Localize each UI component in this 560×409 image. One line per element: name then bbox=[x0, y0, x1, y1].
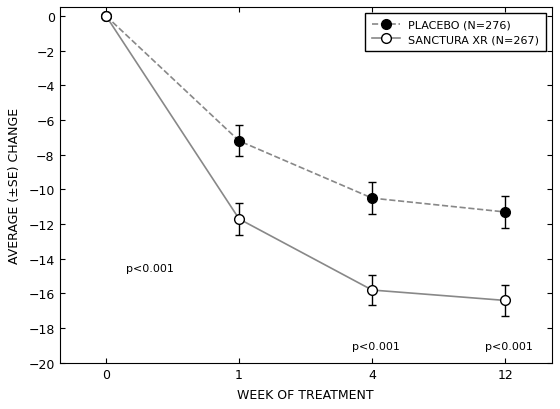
Legend: PLACEBO (N=276), SANCTURA XR (N=267): PLACEBO (N=276), SANCTURA XR (N=267) bbox=[365, 14, 546, 52]
X-axis label: WEEK OF TREATMENT: WEEK OF TREATMENT bbox=[237, 388, 374, 401]
Text: p<0.001: p<0.001 bbox=[485, 341, 533, 351]
Text: p<0.001: p<0.001 bbox=[126, 263, 174, 273]
Text: p<0.001: p<0.001 bbox=[352, 341, 400, 351]
Y-axis label: AVERAGE (±SE) CHANGE: AVERAGE (±SE) CHANGE bbox=[8, 108, 21, 263]
